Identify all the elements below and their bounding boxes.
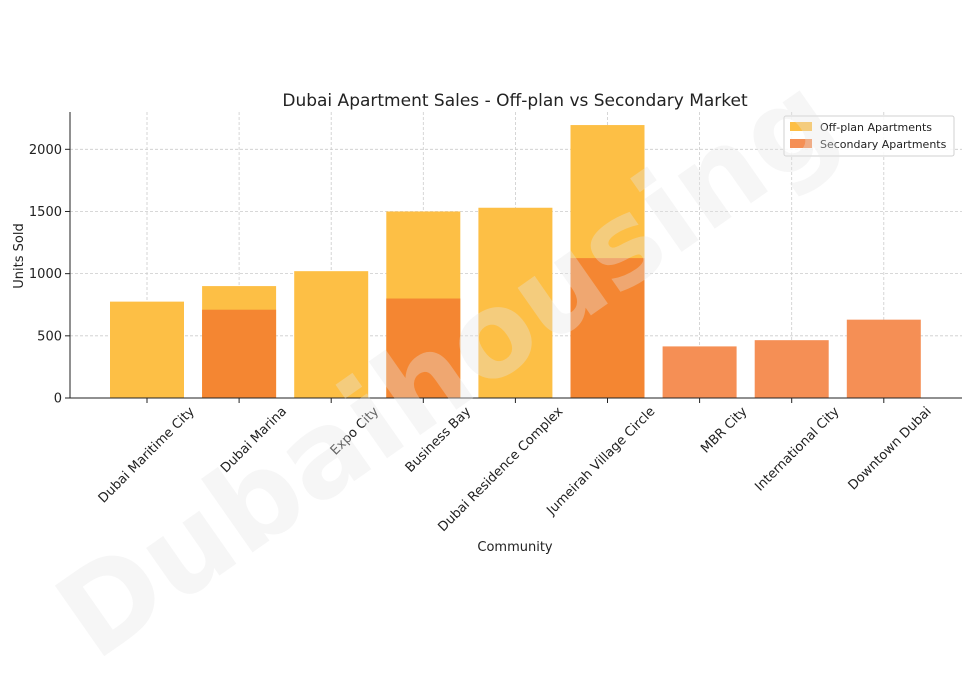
y-tick-labels: 0 500 1000 1500 2000 [29,143,62,407]
bar-secondary [662,346,737,398]
legend: Off-plan Apartments Secondary Apartments [783,115,955,157]
legend-box [783,115,955,157]
bar-offplan [294,271,369,398]
y-tick-label: 1000 [29,267,62,282]
y-axis-title: Units Sold [12,223,27,288]
bar-secondary [754,340,829,398]
y-tick-label: 500 [37,329,62,344]
y-tick-label: 0 [54,392,62,407]
legend-swatch-secondary [790,139,812,148]
y-tick-label: 2000 [29,143,62,158]
bar-offplan [478,207,553,398]
chart-title: Dubai Apartment Sales - Off-plan vs Seco… [282,91,748,111]
legend-swatch-offplan [790,122,812,131]
bar-secondary [202,309,277,398]
axes [65,112,962,403]
bar-secondary [386,298,461,398]
x-axis-title: Community [477,540,553,555]
bar-offplan [110,301,184,398]
legend-label-offplan: Off-plan Apartments [820,121,932,134]
bar-secondary [846,319,921,398]
bar-secondary [570,258,645,398]
y-tick-label: 1500 [29,205,62,220]
bars [110,125,921,398]
legend-label-secondary: Secondary Apartments [820,138,947,151]
